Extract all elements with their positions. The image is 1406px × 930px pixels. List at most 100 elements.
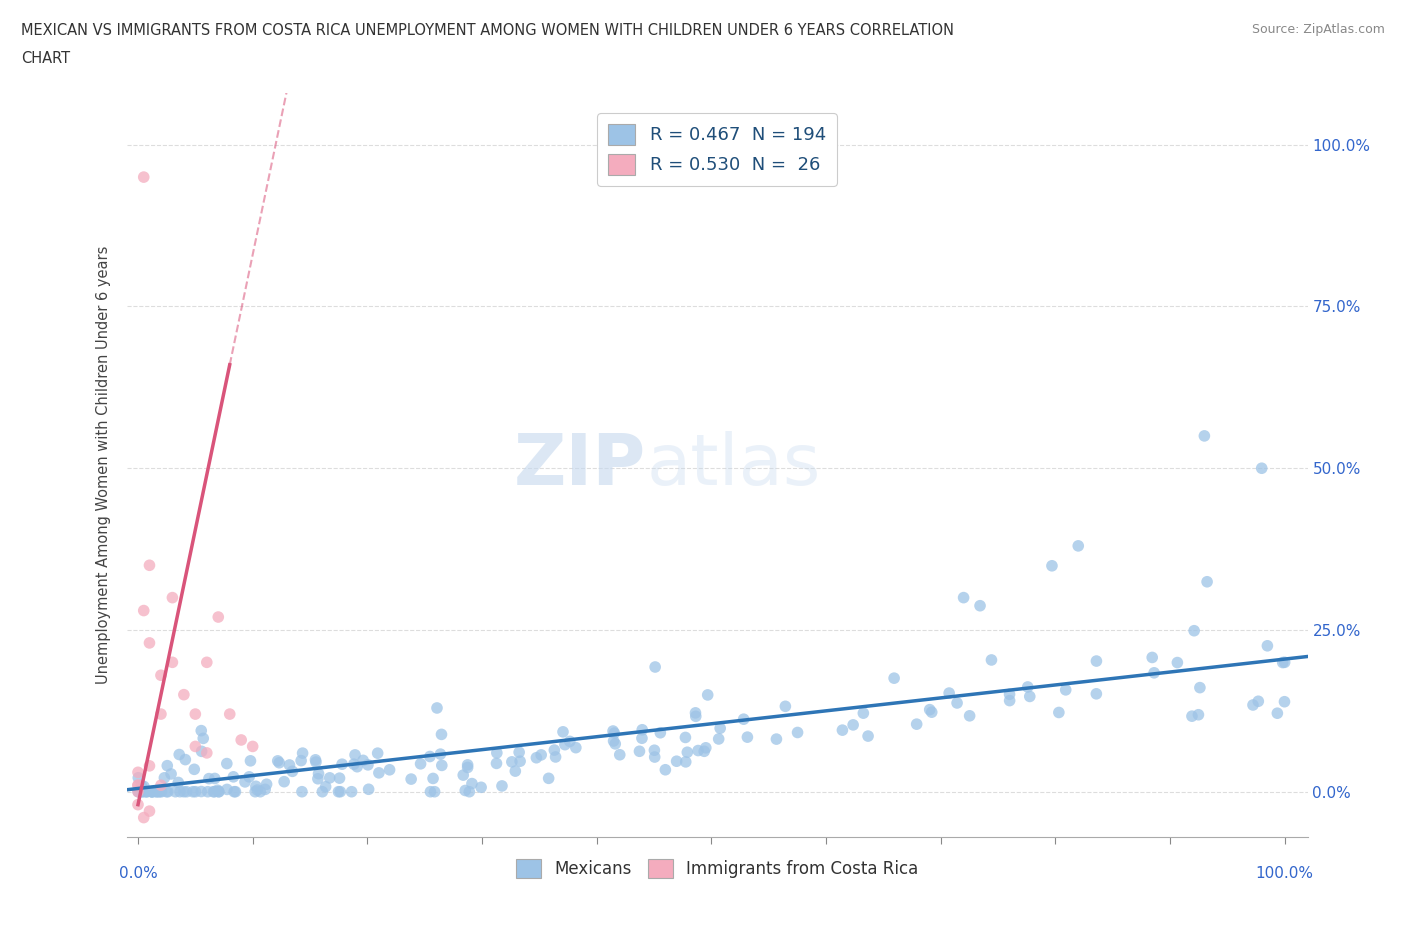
Point xyxy=(128,784,150,799)
Text: CHART: CHART xyxy=(21,51,70,66)
Point xyxy=(505,764,527,778)
Point xyxy=(765,732,787,747)
Point xyxy=(195,655,218,670)
Point xyxy=(190,744,212,759)
Point xyxy=(673,730,696,745)
Point xyxy=(207,783,229,798)
Point xyxy=(329,784,352,799)
Point xyxy=(685,709,707,724)
Point xyxy=(1018,689,1040,704)
Point xyxy=(685,706,707,721)
Text: atlas: atlas xyxy=(647,431,821,499)
Point xyxy=(195,746,218,761)
Point xyxy=(149,668,172,683)
Point xyxy=(254,782,277,797)
Point xyxy=(215,756,238,771)
Point xyxy=(131,777,153,792)
Point xyxy=(127,777,149,792)
Point xyxy=(132,169,155,184)
Point xyxy=(644,659,666,674)
Point xyxy=(215,782,238,797)
Point xyxy=(631,723,654,737)
Point xyxy=(530,748,553,763)
Point xyxy=(169,784,191,799)
Legend: Mexicans, Immigrants from Costa Rica: Mexicans, Immigrants from Costa Rica xyxy=(509,852,925,884)
Point xyxy=(233,775,256,790)
Point xyxy=(409,756,432,771)
Point xyxy=(304,752,326,767)
Point xyxy=(1250,460,1272,475)
Point xyxy=(426,700,449,715)
Point xyxy=(558,734,581,749)
Point xyxy=(207,609,229,624)
Point xyxy=(141,784,163,799)
Point xyxy=(138,758,160,773)
Point xyxy=(1194,429,1216,444)
Point xyxy=(281,764,304,778)
Point xyxy=(419,784,441,799)
Point xyxy=(461,777,484,791)
Point xyxy=(543,743,565,758)
Point xyxy=(173,784,195,799)
Point xyxy=(665,754,688,769)
Point xyxy=(352,753,374,768)
Point xyxy=(190,724,212,738)
Point xyxy=(675,754,697,769)
Point xyxy=(142,784,165,799)
Point xyxy=(454,783,477,798)
Point xyxy=(430,727,453,742)
Point xyxy=(165,784,187,799)
Point xyxy=(132,810,155,825)
Point xyxy=(136,784,159,799)
Point xyxy=(311,784,333,799)
Point xyxy=(138,558,160,573)
Point xyxy=(127,777,149,792)
Point xyxy=(508,745,530,760)
Point xyxy=(605,737,627,751)
Point xyxy=(628,744,651,759)
Point xyxy=(218,707,240,722)
Point xyxy=(343,757,366,772)
Point xyxy=(193,731,215,746)
Point xyxy=(242,739,264,754)
Point xyxy=(430,758,453,773)
Point xyxy=(167,747,190,762)
Point xyxy=(138,804,160,818)
Point xyxy=(149,777,172,792)
Point xyxy=(367,746,389,761)
Point xyxy=(544,750,567,764)
Point xyxy=(249,784,271,799)
Text: ZIP: ZIP xyxy=(515,431,647,499)
Point xyxy=(269,755,291,770)
Point xyxy=(938,685,960,700)
Point xyxy=(654,763,676,777)
Text: 100.0%: 100.0% xyxy=(1256,866,1313,881)
Point xyxy=(273,775,295,790)
Text: Source: ZipAtlas.com: Source: ZipAtlas.com xyxy=(1251,23,1385,36)
Point xyxy=(856,728,879,743)
Point xyxy=(644,750,666,764)
Point xyxy=(1247,694,1270,709)
Point xyxy=(959,709,981,724)
Y-axis label: Unemployment Among Women with Children Under 6 years: Unemployment Among Women with Children U… xyxy=(96,246,111,684)
Point xyxy=(222,769,245,784)
Point xyxy=(696,687,718,702)
Point xyxy=(1054,683,1077,698)
Point xyxy=(145,784,167,799)
Point xyxy=(1143,665,1166,680)
Point xyxy=(127,770,149,785)
Point xyxy=(554,737,576,752)
Point xyxy=(737,730,759,745)
Point xyxy=(551,724,574,739)
Point xyxy=(267,753,290,768)
Point xyxy=(224,784,246,799)
Point xyxy=(695,740,717,755)
Point xyxy=(509,753,531,768)
Point xyxy=(1274,695,1296,710)
Point xyxy=(246,782,269,797)
Point xyxy=(131,784,153,799)
Point xyxy=(457,760,479,775)
Point xyxy=(565,740,588,755)
Point xyxy=(676,745,699,760)
Point xyxy=(1182,623,1205,638)
